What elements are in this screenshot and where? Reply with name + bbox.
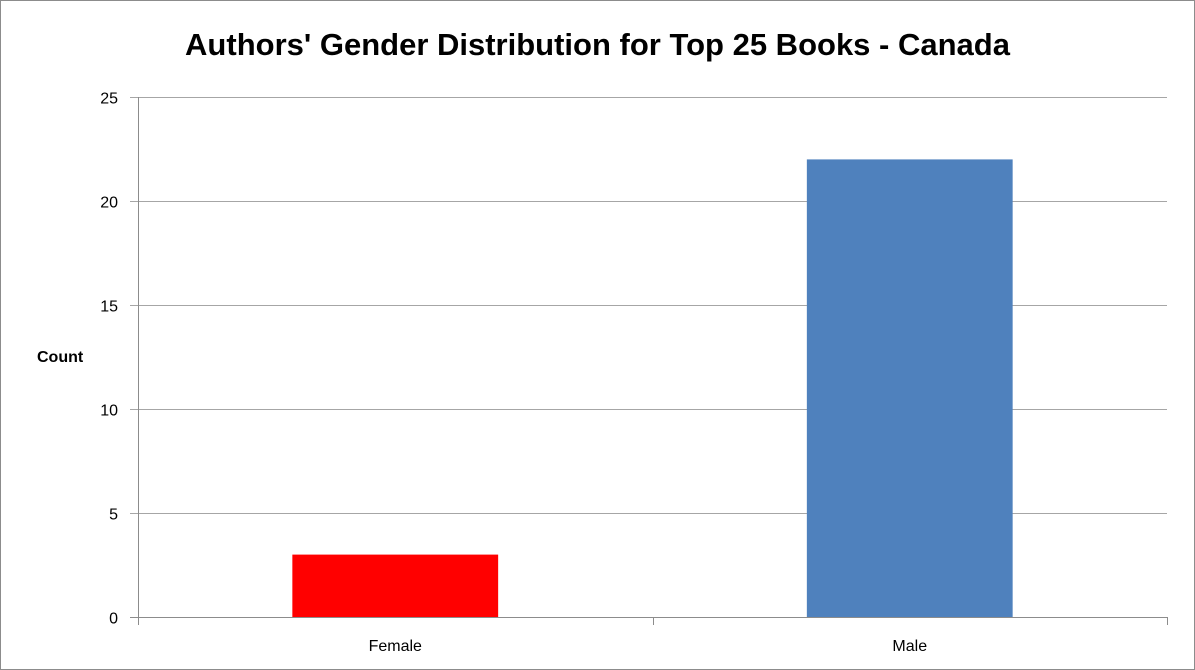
- y-tick-label: 0: [109, 611, 118, 628]
- y-tick-label: 20: [100, 195, 118, 212]
- y-tick-label: 25: [100, 91, 118, 108]
- y-tick-label: 5: [109, 507, 118, 524]
- bar-female: [292, 554, 499, 617]
- bar-male: [806, 159, 1013, 617]
- chart-title: Authors' Gender Distribution for Top 25 …: [185, 27, 1010, 62]
- x-tick-label: Female: [369, 638, 422, 655]
- y-tick-label: 15: [100, 299, 118, 316]
- y-tick-label: 10: [100, 403, 118, 420]
- x-tick-label: Male: [892, 638, 927, 655]
- y-axis-label: Count: [37, 349, 84, 366]
